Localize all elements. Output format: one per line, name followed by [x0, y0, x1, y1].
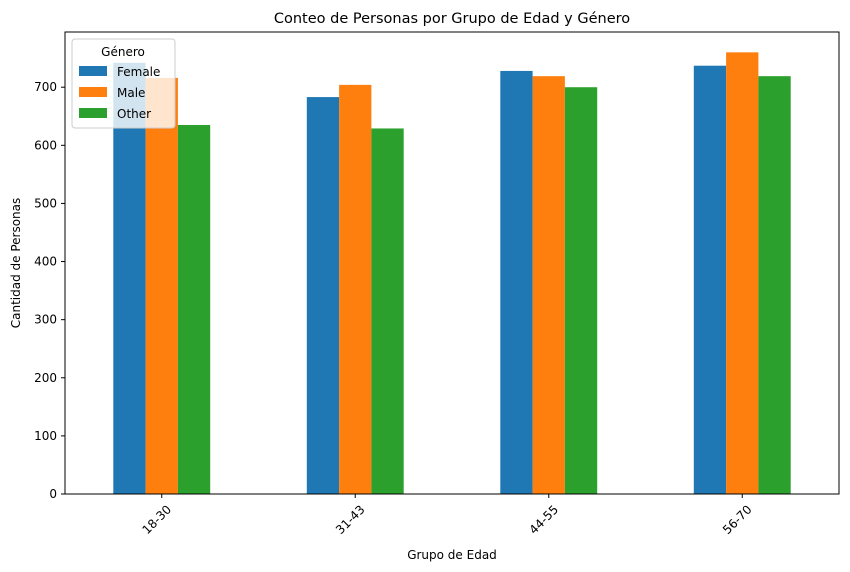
legend-label-male: Male — [117, 86, 145, 100]
y-axis-label: Cantidad de Personas — [9, 198, 23, 329]
y-tick-label: 200 — [34, 371, 57, 385]
bar-male-44-55 — [532, 76, 565, 494]
bar-other-18-30 — [177, 124, 211, 494]
plot-frame — [64, 31, 840, 495]
bar-female-18-30 — [113, 62, 146, 495]
bar-female-56-70 — [693, 65, 727, 494]
y-tick-label: 700 — [34, 80, 57, 94]
bars-group — [113, 52, 791, 495]
chart-title: Conteo de Personas por Grupo de Edad y G… — [274, 11, 630, 27]
y-tick-label: 400 — [34, 255, 57, 269]
x-axis-label: Grupo de Edad — [407, 548, 497, 562]
bar-male-56-70 — [726, 52, 759, 494]
legend-label-other: Other — [117, 107, 151, 121]
x-tick-label: 44-55 — [527, 502, 562, 537]
y-axis-ticks: 0 100 200 300 400 500 600 700 — [34, 80, 65, 501]
y-tick-label: 500 — [34, 196, 57, 210]
x-axis-ticks: 18-30 31-43 44-55 56-70 — [140, 494, 755, 537]
x-tick-label: 31-43 — [333, 502, 368, 537]
legend-swatch-male — [79, 87, 107, 97]
legend-swatch-female — [79, 66, 107, 76]
legend: Género Female Male Other — [71, 38, 176, 129]
x-tick-label: 56-70 — [720, 502, 755, 537]
bar-other-44-55 — [564, 87, 598, 494]
bar-female-31-43 — [306, 97, 340, 494]
y-tick-label: 0 — [49, 487, 57, 501]
legend-swatch-other — [79, 108, 107, 118]
bar-other-56-70 — [758, 76, 791, 494]
x-tick-label: 18-30 — [140, 502, 175, 537]
legend-label-female: Female — [117, 65, 160, 79]
y-tick-label: 100 — [34, 429, 57, 443]
y-tick-label: 300 — [34, 313, 57, 327]
bar-other-31-43 — [371, 128, 404, 494]
bar-male-31-43 — [339, 84, 372, 494]
y-tick-label: 600 — [34, 138, 57, 152]
bar-female-44-55 — [500, 70, 533, 494]
bar-male-18-30 — [145, 77, 178, 495]
legend-title: Género — [101, 45, 145, 59]
legend-frame — [71, 38, 176, 129]
